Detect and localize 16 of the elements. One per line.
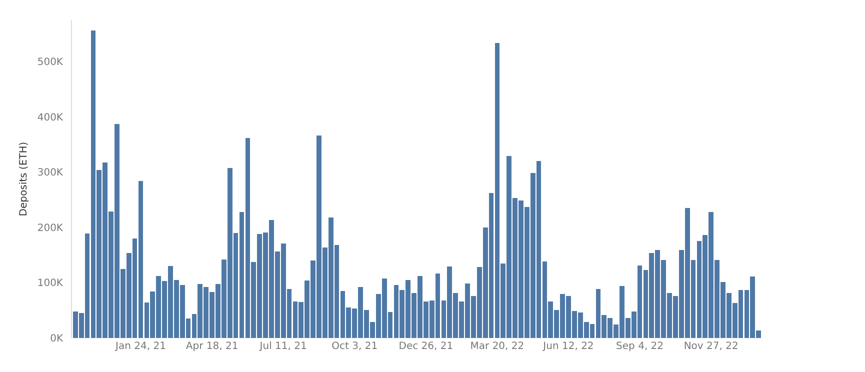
x-tick-label: Dec 26, 21 — [398, 341, 454, 352]
x-tick-label: Jul 11, 21 — [258, 341, 307, 352]
x-tick-label: Sep 4, 22 — [616, 341, 664, 352]
x-tick-label: Jan 24, 21 — [114, 341, 166, 352]
y-tick-label: 0K — [50, 334, 64, 344]
y-tick-label: 100K — [37, 278, 64, 290]
y-tick-label: 500K — [37, 56, 64, 68]
x-tick-label: Oct 3, 21 — [332, 341, 378, 352]
x-tick-label: Apr 18, 21 — [186, 341, 238, 352]
y-tick-label: 400K — [37, 112, 64, 124]
x-tick-label: Mar 20, 22 — [470, 341, 524, 352]
x-tick-label: Jun 12, 22 — [542, 341, 594, 352]
y-tick-label: 300K — [37, 168, 64, 179]
x-tick-label: Nov 27, 22 — [684, 341, 738, 352]
y-tick-label: 200K — [37, 222, 64, 234]
y-axis-title: Deposits (ETH) — [18, 142, 30, 216]
